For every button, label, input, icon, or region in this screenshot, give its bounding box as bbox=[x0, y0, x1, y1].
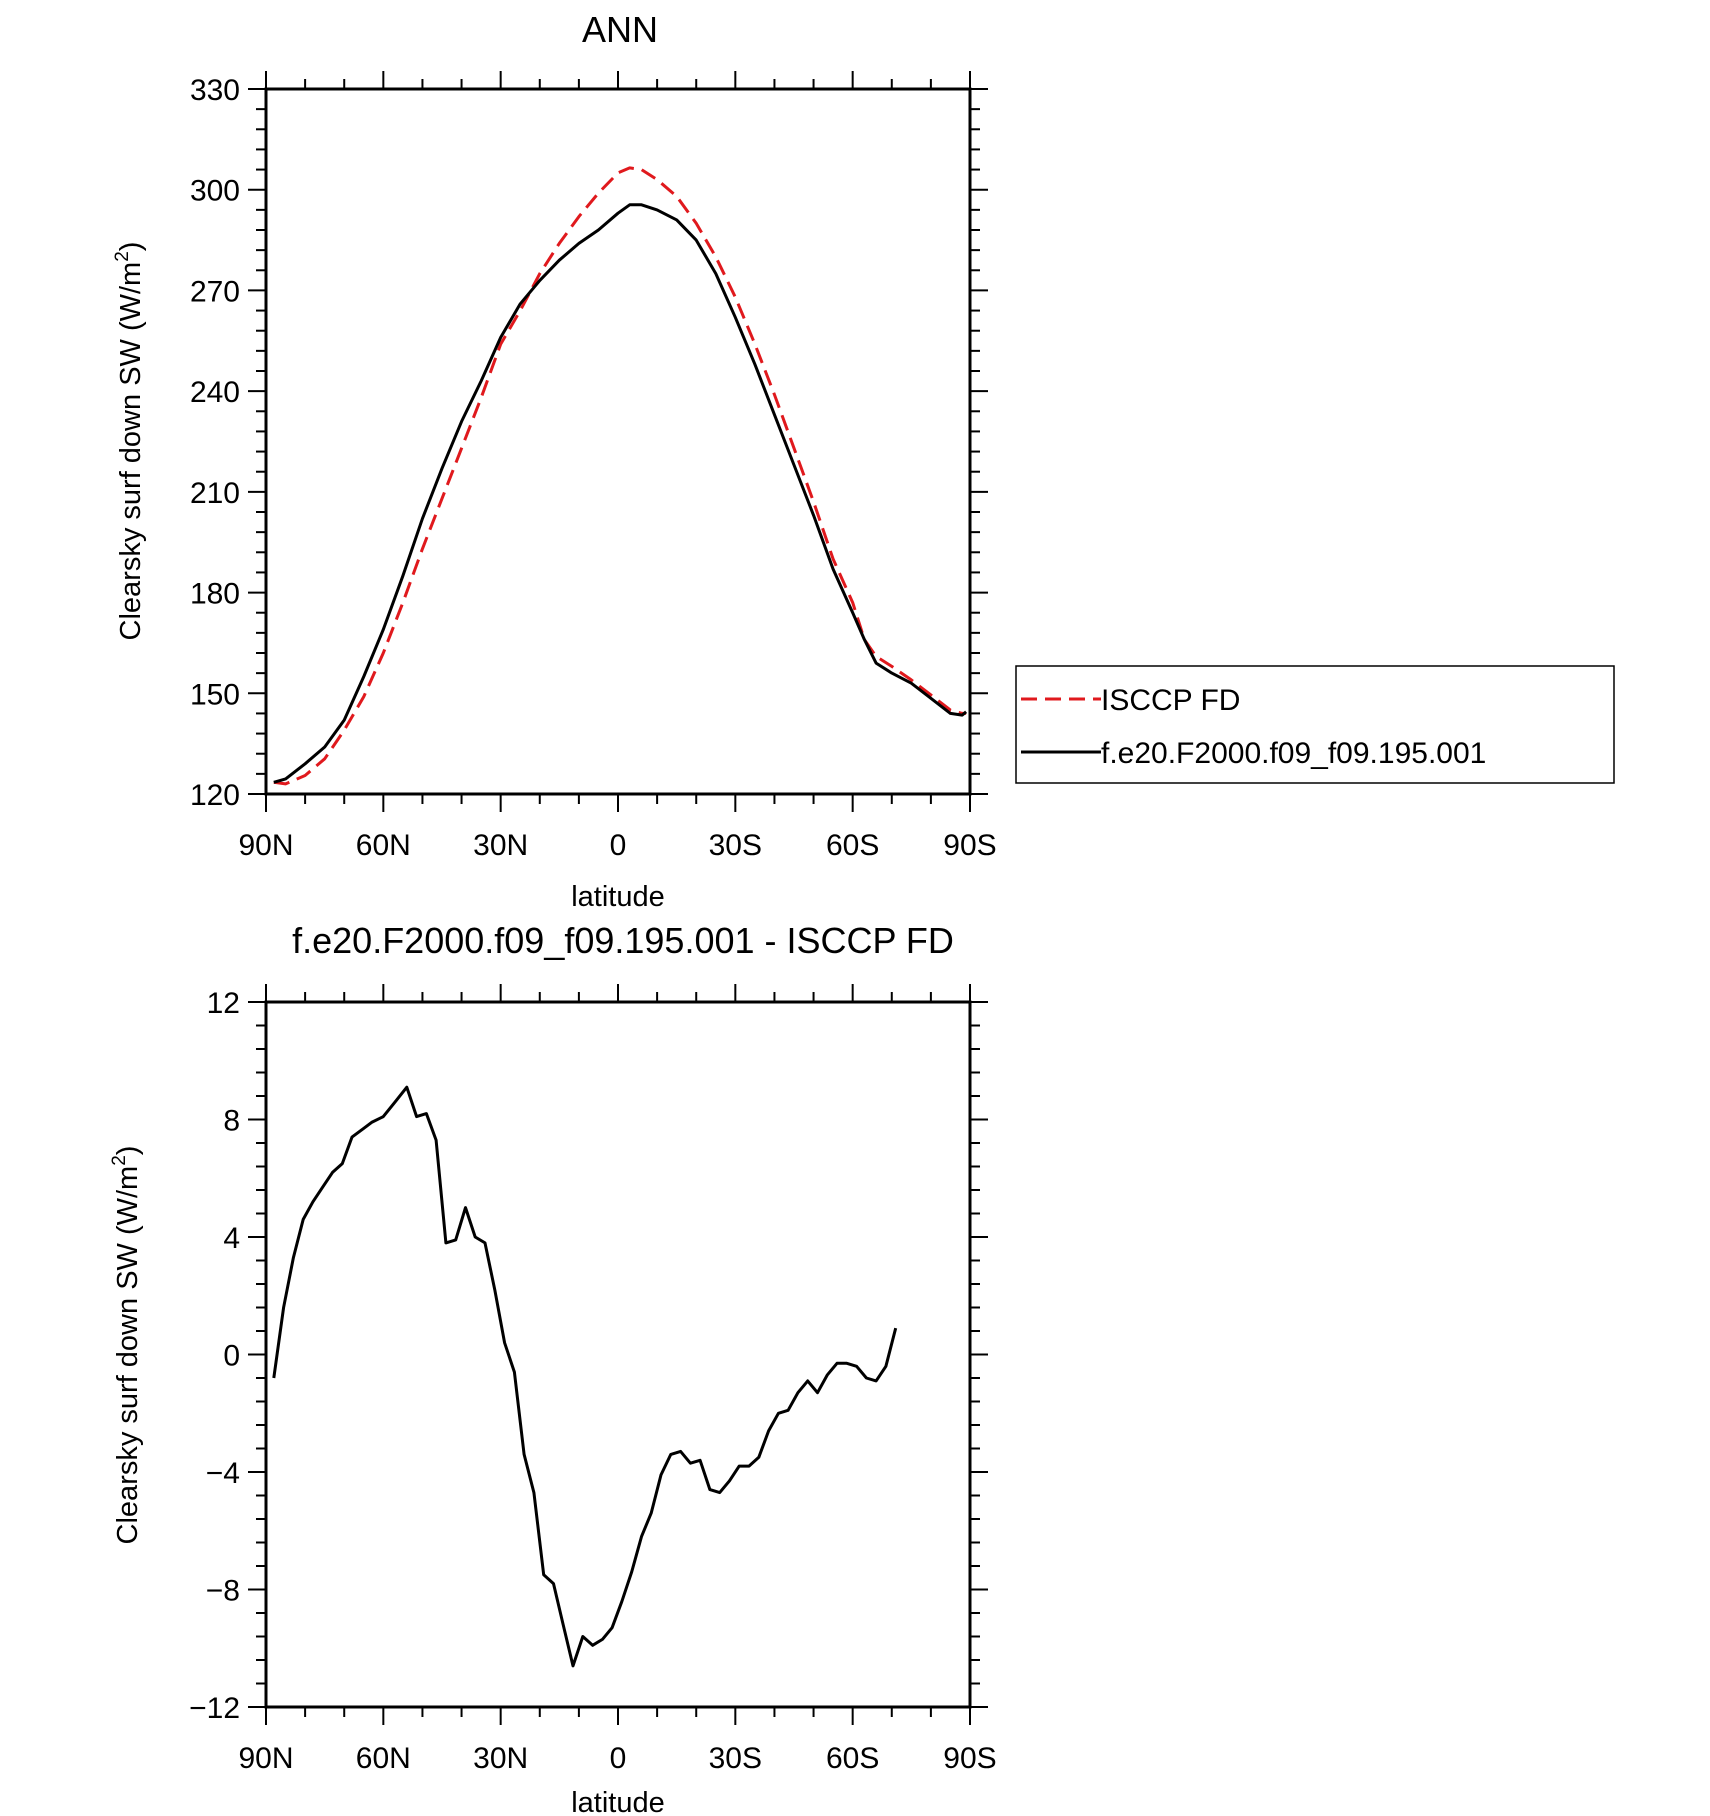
top-chart-title: ANN bbox=[582, 9, 658, 50]
x-tick-label: 60S bbox=[826, 829, 879, 862]
top-ylabel-tail: ) bbox=[115, 242, 147, 252]
bottom-ylabel-main: Clearsky surf down SW (W/m bbox=[112, 1166, 144, 1545]
bottom-chart-y-tick-labels: −12 −8 −4 0 4 8 12 bbox=[189, 987, 240, 1725]
bottom-chart-x-axis-label: latitude bbox=[571, 1787, 665, 1816]
y-tick-label: 150 bbox=[190, 678, 240, 711]
top-ylabel-main: Clearsky surf down SW (W/m bbox=[115, 262, 147, 641]
legend-label-isccp: ISCCP FD bbox=[1101, 684, 1240, 717]
x-tick-label: 0 bbox=[610, 829, 627, 862]
x-tick-label: 60S bbox=[826, 1742, 879, 1775]
top-chart-panel: ANN 120 150 180 210 240 270 300 330 90N 60N 30N 0 3… bbox=[112, 9, 1615, 913]
top-chart-y-tick-labels: 120 150 180 210 240 270 300 330 bbox=[190, 74, 240, 812]
series-line-1-0 bbox=[272, 1085, 898, 1668]
y-tick-label: 330 bbox=[190, 74, 240, 107]
x-tick-label: 30N bbox=[473, 829, 528, 862]
x-tick-label: 90N bbox=[238, 829, 293, 862]
y-tick-label: 120 bbox=[190, 779, 240, 812]
y-tick-label: −8 bbox=[206, 1575, 240, 1608]
legend: ISCCP FD f.e20.F2000.f09_f09.195.001 bbox=[1015, 665, 1615, 784]
top-chart-series bbox=[273, 166, 968, 786]
y-tick-label: 180 bbox=[190, 578, 240, 611]
top-ylabel-superscript: 2 bbox=[112, 251, 133, 262]
bottom-chart-x-tick-labels: 90N 60N 30N 0 30S 60S 90S bbox=[238, 1742, 996, 1775]
x-tick-label: 60N bbox=[356, 829, 411, 862]
y-tick-label: 240 bbox=[190, 376, 240, 409]
top-chart-y-axis-label: Clearsky surf down SW (W/m2) bbox=[112, 242, 147, 641]
top-chart-ticks bbox=[248, 71, 988, 812]
y-tick-label: 300 bbox=[190, 175, 240, 208]
x-tick-label: 30S bbox=[709, 1742, 762, 1775]
x-tick-label: 90S bbox=[943, 829, 996, 862]
legend-box bbox=[1015, 665, 1615, 784]
series-line-0-0 bbox=[273, 166, 967, 786]
top-chart-x-tick-labels: 90N 60N 30N 0 30S 60S 90S bbox=[238, 829, 996, 862]
x-tick-label: 30S bbox=[709, 829, 762, 862]
y-tick-label: 4 bbox=[223, 1222, 240, 1255]
x-tick-label: 0 bbox=[610, 1742, 627, 1775]
bottom-chart-panel: f.e20.F2000.f09_f09.195.001 - ISCCP FD −… bbox=[109, 920, 997, 1816]
x-tick-label: 90S bbox=[943, 1742, 996, 1775]
y-tick-label: −4 bbox=[206, 1457, 240, 1490]
bottom-chart-title: f.e20.F2000.f09_f09.195.001 - ISCCP FD bbox=[292, 920, 954, 961]
x-tick-label: 30N bbox=[473, 1742, 528, 1775]
bottom-ylabel-superscript: 2 bbox=[109, 1155, 130, 1166]
x-tick-label: 60N bbox=[356, 1742, 411, 1775]
y-tick-label: 270 bbox=[190, 275, 240, 308]
top-chart-x-axis-label: latitude bbox=[571, 881, 665, 913]
y-tick-label: 0 bbox=[223, 1340, 240, 1373]
bottom-ylabel-tail: ) bbox=[112, 1146, 144, 1156]
legend-label-model: f.e20.F2000.f09_f09.195.001 bbox=[1101, 737, 1486, 770]
y-tick-label: 8 bbox=[223, 1105, 240, 1138]
bottom-chart-y-axis-label: Clearsky surf down SW (W/m2) bbox=[109, 1146, 144, 1545]
top-chart-plot-frame bbox=[264, 87, 972, 796]
series-line-0-1 bbox=[273, 203, 968, 784]
y-tick-label: 210 bbox=[190, 477, 240, 510]
y-tick-label: −12 bbox=[189, 1692, 240, 1725]
x-tick-label: 90N bbox=[238, 1742, 293, 1775]
bottom-chart-series bbox=[272, 1085, 898, 1668]
bottom-chart-plot-frame bbox=[264, 1000, 972, 1709]
bottom-chart-ticks bbox=[248, 984, 988, 1725]
y-tick-label: 12 bbox=[207, 987, 240, 1020]
